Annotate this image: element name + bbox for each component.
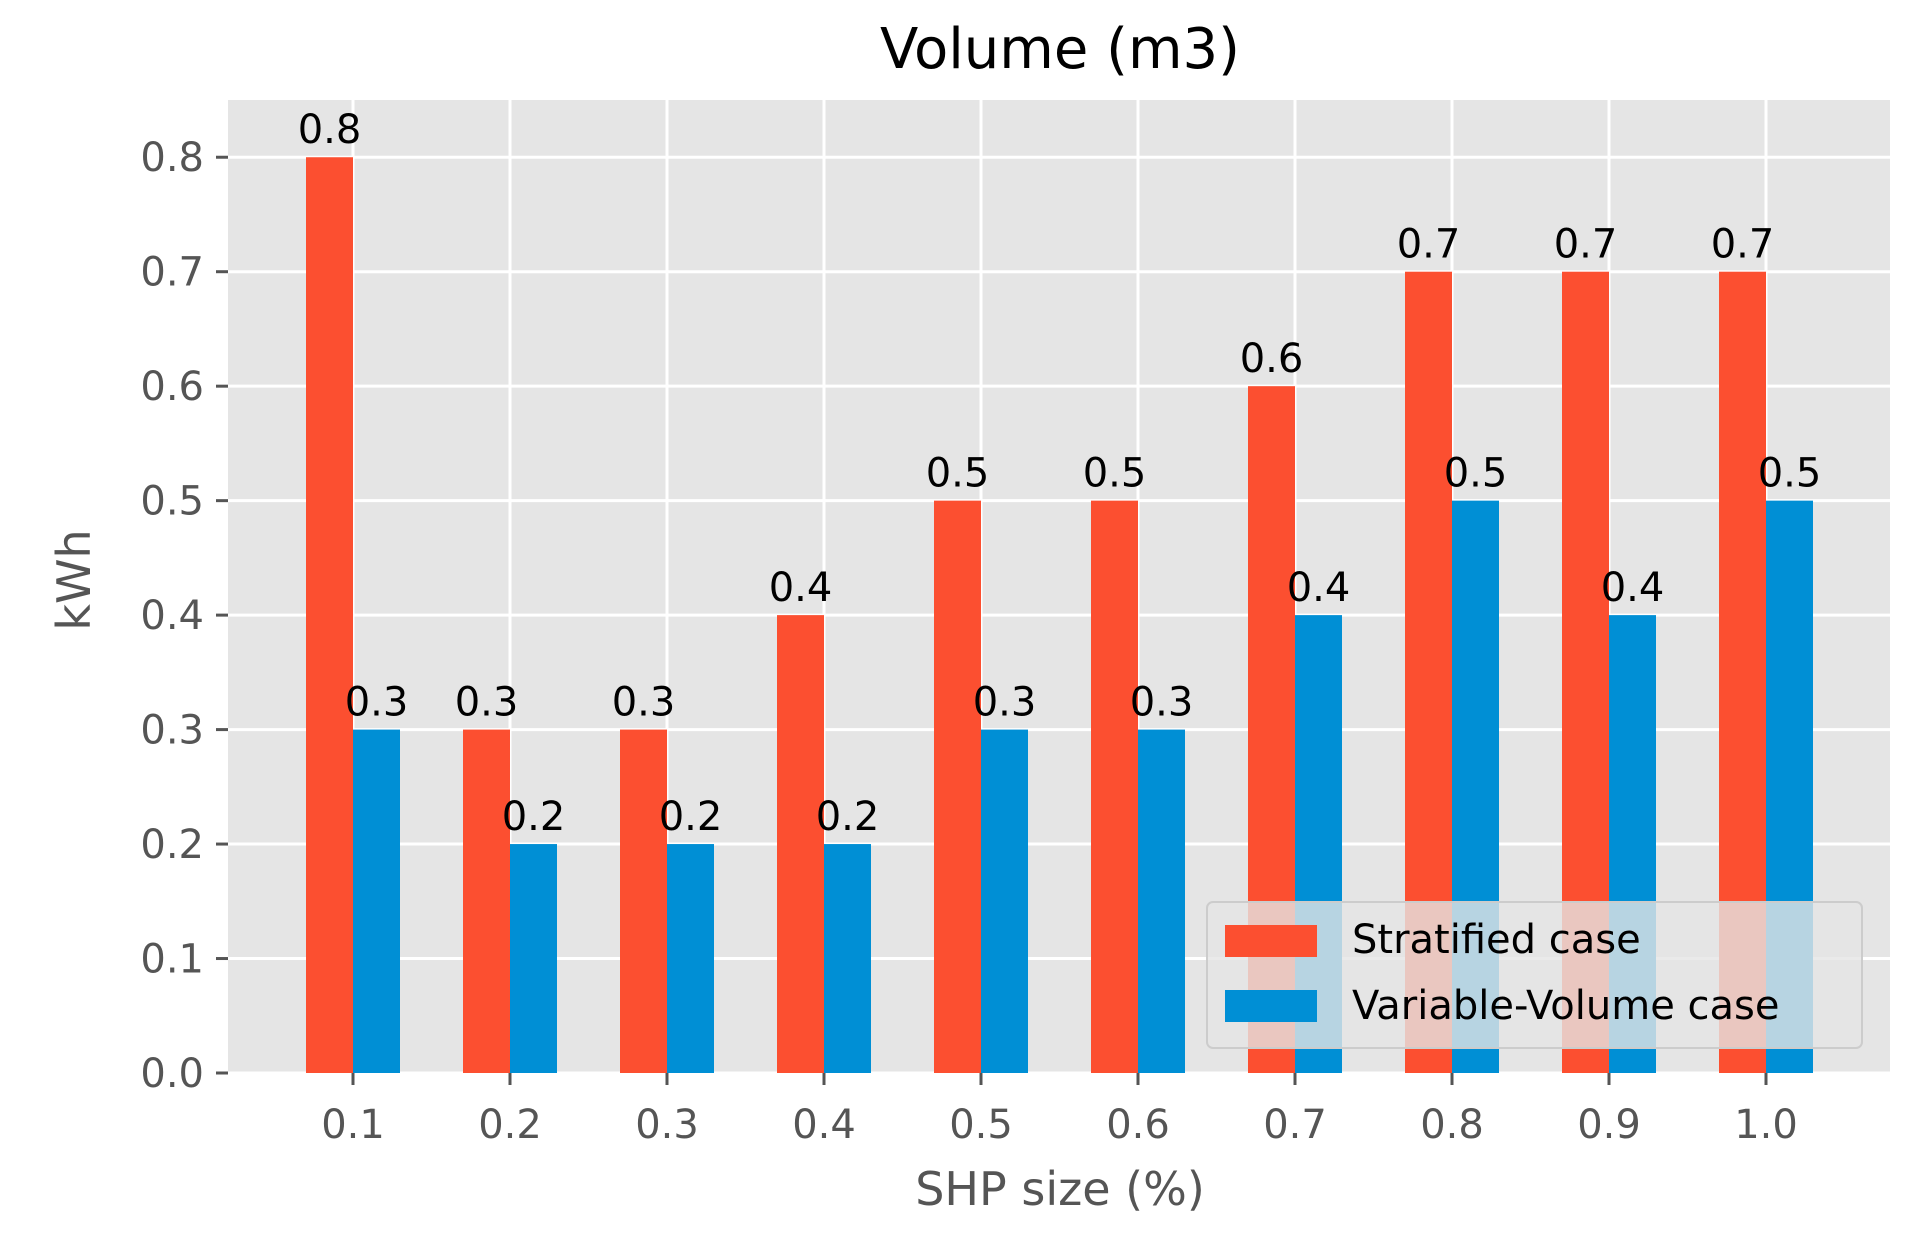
data-label-variable-volume: 0.2 xyxy=(502,794,566,840)
x-tick-label: 0.1 xyxy=(321,1102,385,1148)
legend-label-stratified: Stratified case xyxy=(1352,917,1641,963)
y-tick-label: 0.0 xyxy=(140,1051,204,1097)
bar-stratified xyxy=(306,157,353,1073)
y-axis-label: kWh xyxy=(47,529,101,630)
data-label-stratified: 0.7 xyxy=(1554,222,1618,268)
bar-stratified xyxy=(777,615,824,1073)
data-label-stratified: 0.8 xyxy=(298,107,362,153)
data-label-stratified: 0.4 xyxy=(769,565,833,611)
bar-stratified xyxy=(934,500,981,1073)
chart-title: Volume (m3) xyxy=(880,17,1240,82)
bar-variable-volume xyxy=(981,729,1028,1073)
y-tick-label: 0.3 xyxy=(140,708,204,754)
data-label-variable-volume: 0.2 xyxy=(659,794,723,840)
data-label-variable-volume: 0.4 xyxy=(1287,565,1351,611)
y-tick-label: 0.6 xyxy=(140,364,204,410)
legend-label-variable-volume: Variable-Volume case xyxy=(1352,983,1779,1029)
data-label-stratified: 0.5 xyxy=(1083,451,1147,497)
y-tick-label: 0.1 xyxy=(140,937,204,983)
x-tick-label: 0.9 xyxy=(1577,1102,1641,1148)
data-label-variable-volume: 0.5 xyxy=(1444,451,1508,497)
data-label-variable-volume: 0.5 xyxy=(1758,451,1822,497)
bar-stratified xyxy=(1091,500,1138,1073)
x-tick-label: 0.6 xyxy=(1106,1102,1170,1148)
data-label-stratified: 0.3 xyxy=(612,680,676,726)
y-tick-label: 0.4 xyxy=(140,593,204,639)
y-tick-label: 0.5 xyxy=(140,479,204,525)
x-axis-label: SHP size (%) xyxy=(915,1162,1205,1216)
bar-variable-volume xyxy=(353,729,400,1073)
y-tick-label: 0.8 xyxy=(140,135,204,181)
x-tick-label: 1.0 xyxy=(1734,1102,1798,1148)
bar-variable-volume xyxy=(1138,729,1185,1073)
data-label-stratified: 0.5 xyxy=(926,451,990,497)
data-label-variable-volume: 0.3 xyxy=(345,680,409,726)
bar-variable-volume xyxy=(824,844,871,1073)
legend: Stratified case Variable-Volume case xyxy=(1206,901,1863,1049)
bar-stratified xyxy=(463,729,510,1073)
legend-swatch-stratified xyxy=(1225,925,1317,957)
x-tick-label: 0.5 xyxy=(949,1102,1013,1148)
data-label-variable-volume: 0.2 xyxy=(816,794,880,840)
data-label-stratified: 0.6 xyxy=(1240,336,1304,382)
y-tick-label: 0.7 xyxy=(140,250,204,296)
x-tick-label: 0.2 xyxy=(478,1102,542,1148)
axes: 0.0 0.1 0.2 0.3 0.4 0.5 0.6 0.7 0.8 0.1 0.2 0.3 0.4 0… xyxy=(140,135,1797,1148)
data-label-stratified: 0.3 xyxy=(455,680,519,726)
x-tick-label: 0.8 xyxy=(1420,1102,1484,1148)
x-tick-label: 0.4 xyxy=(792,1102,856,1148)
bar-stratified xyxy=(620,729,667,1073)
legend-swatch-variable-volume xyxy=(1225,990,1317,1022)
x-tick-label: 0.7 xyxy=(1263,1102,1327,1148)
bar-variable-volume xyxy=(510,844,557,1073)
y-tick-label: 0.2 xyxy=(140,822,204,868)
data-label-stratified: 0.7 xyxy=(1711,222,1775,268)
legend-frame xyxy=(1206,901,1863,1049)
data-label-variable-volume: 0.3 xyxy=(973,680,1037,726)
data-label-variable-volume: 0.4 xyxy=(1601,565,1665,611)
data-label-variable-volume: 0.3 xyxy=(1130,680,1194,726)
data-label-stratified: 0.7 xyxy=(1397,222,1461,268)
bar-variable-volume xyxy=(667,844,714,1073)
x-tick-label: 0.3 xyxy=(635,1102,699,1148)
